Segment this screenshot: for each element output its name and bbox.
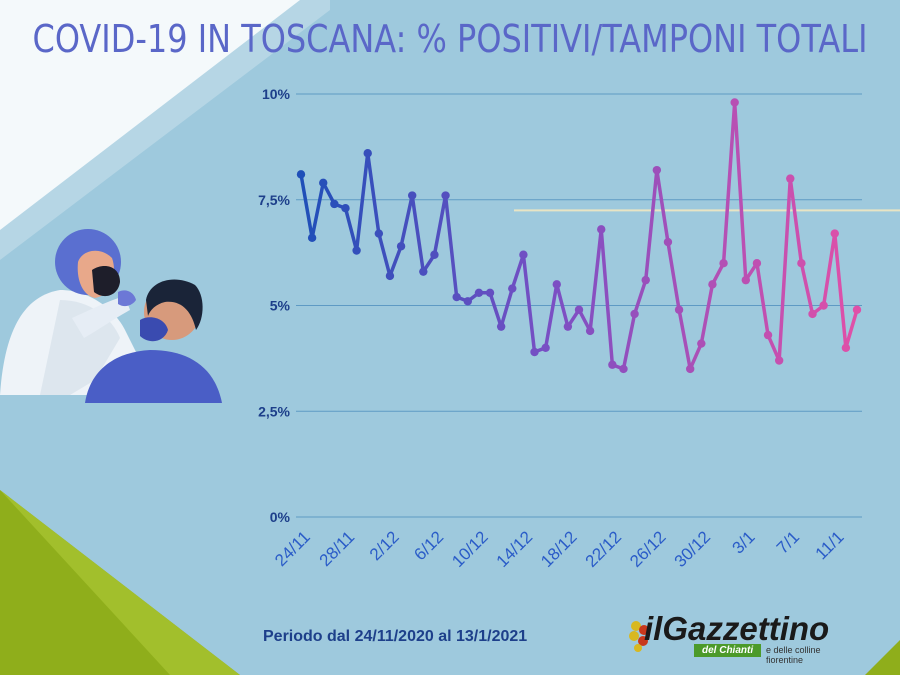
data-point (296, 170, 306, 179)
y-tick-labels: 0% 2,5% 5% 7,5% 10% (258, 86, 290, 525)
x-tick-label: 30/12 (671, 527, 715, 571)
data-point (374, 229, 384, 238)
data-point (396, 242, 406, 251)
doctor-glove (118, 290, 136, 307)
data-point (519, 250, 528, 259)
data-point (719, 259, 728, 268)
x-tick-label: 18/12 (537, 527, 581, 571)
patient-body (85, 350, 222, 403)
x-tick-label: 24/11 (271, 527, 314, 570)
patient-hair (146, 279, 203, 330)
y-tick-label: 7,5% (258, 192, 290, 208)
logo-tagline: e delle colline fiorentine (766, 645, 821, 665)
y-tick-label: 2,5% (258, 403, 290, 419)
data-point (708, 280, 717, 289)
data-point (786, 174, 795, 183)
data-point (774, 356, 784, 365)
data-point (652, 165, 662, 175)
data-point (563, 322, 573, 331)
data-point (619, 364, 628, 374)
background-white-diagonal (0, 0, 300, 230)
patient-mask (140, 317, 168, 342)
logo-wordmark: ilGazzettino (644, 610, 830, 647)
data-point (441, 191, 450, 200)
data-point (352, 246, 361, 255)
x-tick-label: 11/1 (812, 527, 848, 563)
swab-test-illustration (0, 229, 222, 403)
data-point (585, 326, 595, 336)
x-tick-label: 3/1 (728, 527, 758, 557)
data-point (363, 149, 372, 158)
x-tick-label: 26/12 (626, 527, 670, 571)
x-tick-label: 10/12 (448, 527, 492, 571)
data-point (752, 259, 762, 268)
period-caption: Periodo dal 24/11/2020 al 13/1/2021 (263, 628, 528, 645)
background-white-diagonal-band (0, 0, 330, 260)
data-point (630, 309, 639, 319)
data-point (763, 330, 773, 340)
y-tick-label: 0% (270, 509, 291, 525)
series-line-layer (299, 100, 859, 371)
x-tick-label: 6/12 (410, 527, 447, 564)
chart-title: COVID-19 IN TOSCANA: % POSITIVI/TAMPONI … (33, 17, 868, 61)
x-tick-labels: 24/11 28/11 2/12 6/12 10/12 14/12 18/12 22/12 26… (271, 527, 847, 571)
x-tick-label: 28/11 (316, 527, 359, 570)
background-green-corner-right (865, 640, 900, 675)
data-point (474, 288, 484, 298)
data-point (530, 347, 539, 357)
doctor-mask (92, 266, 120, 297)
data-point (307, 233, 317, 243)
series-line (299, 100, 859, 371)
data-point (541, 343, 550, 352)
series-points-layer (296, 98, 862, 374)
data-point (674, 305, 684, 314)
data-point (597, 225, 606, 234)
grape-icon (629, 621, 649, 652)
data-point (819, 301, 828, 310)
data-point (408, 191, 417, 200)
data-point (608, 360, 617, 369)
x-tick-label: 7/1 (773, 527, 803, 557)
grid-lines (296, 93, 862, 518)
data-point (419, 267, 428, 276)
data-point (663, 237, 673, 247)
data-point (830, 229, 839, 238)
data-point (730, 98, 739, 107)
data-point (808, 309, 817, 319)
data-point (430, 250, 439, 259)
doctor-arm (72, 296, 130, 338)
data-point (686, 364, 695, 374)
y-tick-label: 10% (262, 86, 291, 102)
x-tick-label: 2/12 (366, 527, 403, 564)
data-point (641, 275, 650, 285)
data-point (852, 305, 862, 314)
data-point (574, 305, 584, 314)
logo-subtitle: del Chianti (694, 644, 762, 657)
data-point (463, 297, 472, 306)
data-point (385, 271, 395, 281)
data-point (797, 259, 806, 268)
publisher-logo[interactable]: ilGazzettino del Chianti e delle colline… (626, 610, 856, 665)
data-point (552, 280, 561, 289)
data-point (452, 292, 461, 302)
data-point (496, 322, 506, 331)
background-green-corner-light (0, 490, 240, 675)
data-point (697, 339, 706, 348)
x-tick-label: 22/12 (582, 527, 626, 571)
data-point (485, 288, 495, 298)
y-tick-label: 5% (270, 298, 291, 314)
x-tick-label: 14/12 (493, 527, 537, 571)
data-point (330, 199, 339, 209)
data-point (741, 275, 750, 285)
data-point (341, 204, 350, 213)
data-point (508, 284, 517, 293)
data-point (841, 343, 851, 352)
data-point (319, 178, 328, 188)
